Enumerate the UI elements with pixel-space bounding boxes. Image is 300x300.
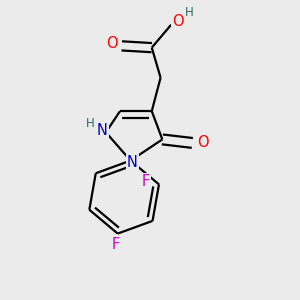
Text: F: F <box>112 237 120 252</box>
Text: N: N <box>127 155 138 170</box>
Text: H: H <box>185 6 194 19</box>
Text: H: H <box>85 117 94 130</box>
Text: O: O <box>197 135 209 150</box>
Text: O: O <box>172 14 184 29</box>
Text: F: F <box>141 174 150 189</box>
Text: O: O <box>106 36 118 51</box>
Text: N: N <box>97 123 108 138</box>
